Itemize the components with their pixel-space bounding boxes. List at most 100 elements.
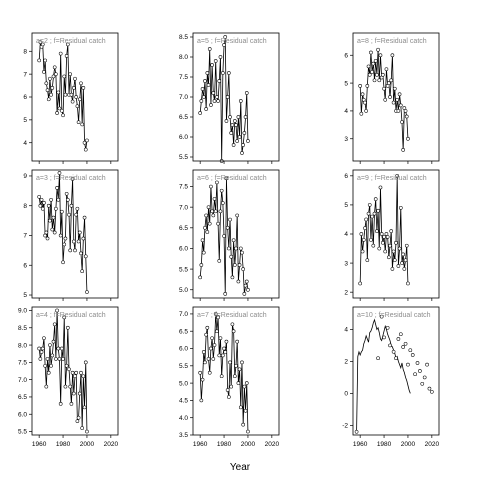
data-point xyxy=(246,287,250,292)
data-point xyxy=(61,113,65,118)
data-point xyxy=(225,388,230,392)
data-point xyxy=(427,386,432,391)
data-point xyxy=(389,229,394,233)
panel-label: a=6 ; f=Residual catch xyxy=(197,175,267,182)
data-point xyxy=(216,99,220,103)
data-point xyxy=(236,381,241,385)
data-point xyxy=(199,263,204,267)
x-tick-label: 2020 xyxy=(265,441,280,448)
y-tick-label: 7.0 xyxy=(179,311,188,318)
data-point xyxy=(359,232,364,236)
data-point xyxy=(376,356,380,361)
data-point xyxy=(217,353,222,358)
data-point xyxy=(62,74,67,79)
data-point xyxy=(396,264,401,268)
data-point xyxy=(392,258,397,263)
data-point xyxy=(225,225,230,230)
data-point xyxy=(382,335,386,340)
data-point xyxy=(68,384,73,389)
data-point xyxy=(64,363,69,368)
data-point xyxy=(385,325,390,330)
data-point xyxy=(398,103,403,108)
data-point xyxy=(207,221,212,226)
data-point xyxy=(211,213,216,218)
data-point xyxy=(373,59,378,63)
data-point xyxy=(83,254,88,259)
data-point xyxy=(211,91,216,95)
series-line xyxy=(199,313,249,432)
data-point xyxy=(207,47,212,51)
data-point xyxy=(51,339,56,344)
data-point xyxy=(200,377,205,382)
data-point xyxy=(71,391,76,396)
data-point xyxy=(66,325,70,330)
data-point xyxy=(71,86,76,90)
data-point xyxy=(69,203,74,208)
data-point xyxy=(223,292,228,296)
data-point xyxy=(73,248,77,253)
data-point xyxy=(223,350,228,354)
data-point xyxy=(221,353,225,358)
data-point xyxy=(40,206,45,211)
panel-frame xyxy=(31,169,119,299)
data-point xyxy=(40,42,45,47)
data-point xyxy=(55,111,59,115)
data-point xyxy=(57,171,62,175)
data-point xyxy=(206,205,211,209)
data-point xyxy=(237,263,242,267)
data-point xyxy=(207,370,212,375)
data-point xyxy=(201,250,206,255)
data-point xyxy=(237,135,242,139)
data-point xyxy=(238,405,243,410)
data-point xyxy=(235,339,240,344)
panel-frame xyxy=(31,306,119,436)
data-point xyxy=(391,100,396,105)
x-tick-label: 2000 xyxy=(401,441,416,448)
data-point xyxy=(37,346,41,351)
data-point xyxy=(77,391,82,396)
data-point xyxy=(242,384,247,389)
data-point xyxy=(209,346,213,351)
data-point xyxy=(205,325,210,330)
data-point xyxy=(44,81,49,86)
data-point xyxy=(231,143,236,147)
panel-3: a=3 ; f=Residual catch 5 6 7 8 9 xyxy=(23,169,119,301)
data-point xyxy=(403,109,408,113)
data-point xyxy=(75,419,80,423)
data-point xyxy=(401,148,405,152)
y-tick-label: 5 xyxy=(23,292,27,299)
x-tick-label: 2020 xyxy=(104,441,119,448)
data-point xyxy=(216,315,220,320)
y-tick-label: 7 xyxy=(23,233,27,240)
data-point xyxy=(371,61,376,66)
data-point xyxy=(50,86,55,90)
data-point xyxy=(408,348,413,353)
data-point xyxy=(396,337,401,341)
y-tick-label: 9 xyxy=(23,173,27,180)
y-tick-label: 8 xyxy=(23,203,27,210)
y-tick-label: 4 xyxy=(23,140,27,147)
data-point xyxy=(46,97,51,102)
data-point xyxy=(45,236,50,241)
y-tick-label: 6.0 xyxy=(179,246,188,253)
data-point xyxy=(213,312,218,316)
data-point xyxy=(241,422,245,427)
data-point xyxy=(382,86,386,91)
series-line xyxy=(359,175,409,284)
data-point xyxy=(243,115,248,119)
data-point xyxy=(404,114,409,119)
panel-10: a=10 ; f=Residual catch -2 0 2 4 1960 1980 2000… xyxy=(342,306,439,448)
data-point xyxy=(63,384,68,389)
data-point xyxy=(246,139,250,143)
panel-label: a=2 ; f=Residual catch xyxy=(36,38,106,45)
data-point xyxy=(199,398,204,403)
data-point xyxy=(232,374,237,379)
data-point xyxy=(201,95,206,99)
data-point xyxy=(366,64,371,69)
data-point xyxy=(391,349,396,354)
data-point xyxy=(383,249,388,254)
data-point xyxy=(365,84,370,88)
data-point xyxy=(234,123,238,127)
data-point xyxy=(235,139,240,143)
data-point xyxy=(371,243,376,248)
